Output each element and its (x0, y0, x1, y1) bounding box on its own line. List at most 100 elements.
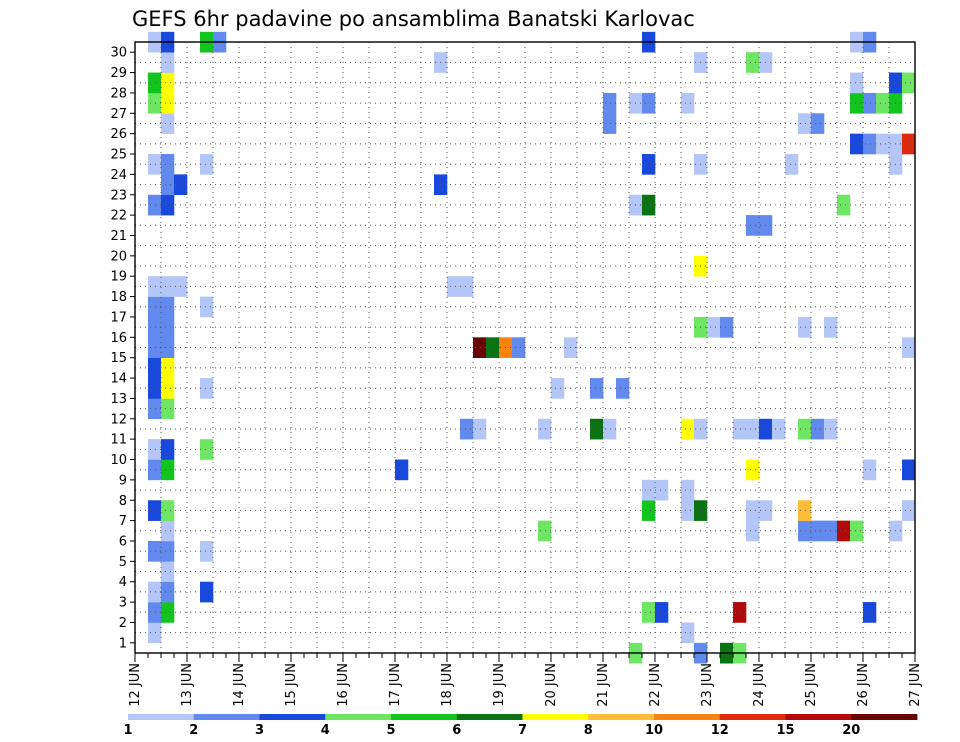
precip-cell (538, 520, 552, 542)
precip-cell (148, 296, 162, 318)
y-tick-label: 22 (110, 209, 127, 224)
precip-cell (616, 378, 630, 399)
precip-cell (148, 500, 162, 521)
precip-cell (902, 500, 916, 521)
y-tick-label: 12 (110, 412, 127, 427)
precip-cell (460, 418, 474, 440)
precip-cell (837, 194, 851, 216)
precip-cell (161, 602, 175, 623)
precip-cell (148, 92, 162, 114)
precip-cell (551, 378, 565, 399)
precip-cell (642, 154, 656, 175)
precip-cell (148, 357, 162, 379)
y-tick-label: 21 (110, 229, 127, 244)
precip-cell (447, 276, 461, 297)
x-tick-label: 19 JUN (492, 663, 507, 707)
x-tick-label: 27 JUN (908, 663, 923, 707)
colorbar-swatch (456, 714, 523, 720)
y-tick-label: 3 (119, 596, 127, 611)
colorbar-swatch (391, 714, 458, 720)
precip-cell (161, 296, 175, 318)
precip-cell (798, 316, 812, 338)
precip-cell (460, 276, 474, 297)
precip-cell (148, 337, 162, 358)
colorbar-swatch (851, 714, 918, 720)
precip-cell (707, 316, 721, 338)
precip-cell (863, 602, 877, 623)
x-tick-label: 14 JUN (232, 663, 247, 707)
precip-cell (733, 418, 747, 440)
x-tick-label: 24 JUN (752, 663, 767, 707)
colorbar-swatch (193, 714, 260, 720)
precip-cell (200, 581, 214, 603)
precip-cell (850, 133, 864, 155)
colorbar-label: 12 (711, 723, 729, 738)
x-axis: 12 JUN 13 JUN 14 JUN 15 JUN 16 JUN 17 JUN 18 J… (128, 653, 923, 707)
precip-cell (642, 194, 656, 216)
x-tick-label: 23 JUN (700, 663, 715, 707)
grid-lines (135, 42, 915, 653)
precip-cell (746, 418, 760, 440)
precip-cell (785, 154, 799, 175)
y-tick-label: 28 (110, 86, 127, 101)
plot-frame (134, 41, 916, 654)
heatmap-cells (148, 31, 916, 664)
precip-cell (681, 500, 695, 521)
precip-cell (850, 92, 864, 114)
y-tick-label: 16 (110, 331, 127, 346)
y-axis: 1234567891011121314151617181920212223242… (110, 46, 135, 651)
colorbar-swatch (785, 714, 852, 720)
y-tick-label: 27 (110, 107, 127, 122)
precip-cell (161, 500, 175, 521)
x-tick-label: 25 JUN (804, 663, 819, 707)
colorbar-swatch (588, 714, 655, 720)
precip-cell (642, 500, 656, 521)
precip-cell (746, 215, 760, 236)
colorbar-label: 6 (452, 723, 461, 738)
precip-cell (642, 92, 656, 114)
y-tick-label: 13 (110, 392, 127, 407)
y-tick-label: 2 (119, 616, 127, 631)
precip-cell (798, 500, 812, 521)
precip-cell (772, 418, 786, 440)
colorbar-swatch (325, 714, 392, 720)
y-tick-label: 29 (110, 66, 127, 81)
y-tick-label: 18 (110, 290, 127, 305)
precip-cell (473, 418, 487, 440)
colorbar-label: 20 (842, 723, 860, 738)
precip-cell (811, 418, 825, 440)
precip-cell (200, 296, 214, 318)
precip-cell (850, 72, 864, 94)
precip-cell (161, 520, 175, 542)
colorbar-label: 8 (584, 723, 593, 738)
precip-cell (798, 113, 812, 134)
precip-cell (161, 194, 175, 216)
x-tick-label: 17 JUN (388, 663, 403, 707)
y-tick-label: 8 (119, 494, 127, 509)
y-tick-label: 9 (119, 473, 127, 488)
precip-cell (512, 337, 526, 358)
precip-cell (200, 378, 214, 399)
y-tick-label: 24 (110, 168, 127, 183)
y-tick-label: 25 (110, 148, 127, 163)
precip-cell (681, 622, 695, 644)
x-tick-label: 15 JUN (284, 663, 299, 707)
precip-cell (590, 378, 604, 399)
precip-cell (161, 581, 175, 603)
colorbar-label: 15 (776, 723, 794, 738)
precip-cell (863, 92, 877, 114)
colorbar-label: 5 (386, 723, 395, 738)
y-tick-label: 15 (110, 351, 127, 366)
precip-cell (161, 459, 175, 481)
precip-cell (876, 133, 890, 155)
precip-cell (642, 479, 656, 501)
y-tick-label: 26 (110, 127, 127, 142)
precip-cell (850, 520, 864, 542)
precip-cell (798, 520, 812, 542)
precip-cell (746, 459, 760, 481)
precip-cell (148, 459, 162, 481)
precip-cell (902, 72, 916, 94)
colorbar-swatch (128, 714, 195, 720)
precip-cell (200, 540, 214, 562)
